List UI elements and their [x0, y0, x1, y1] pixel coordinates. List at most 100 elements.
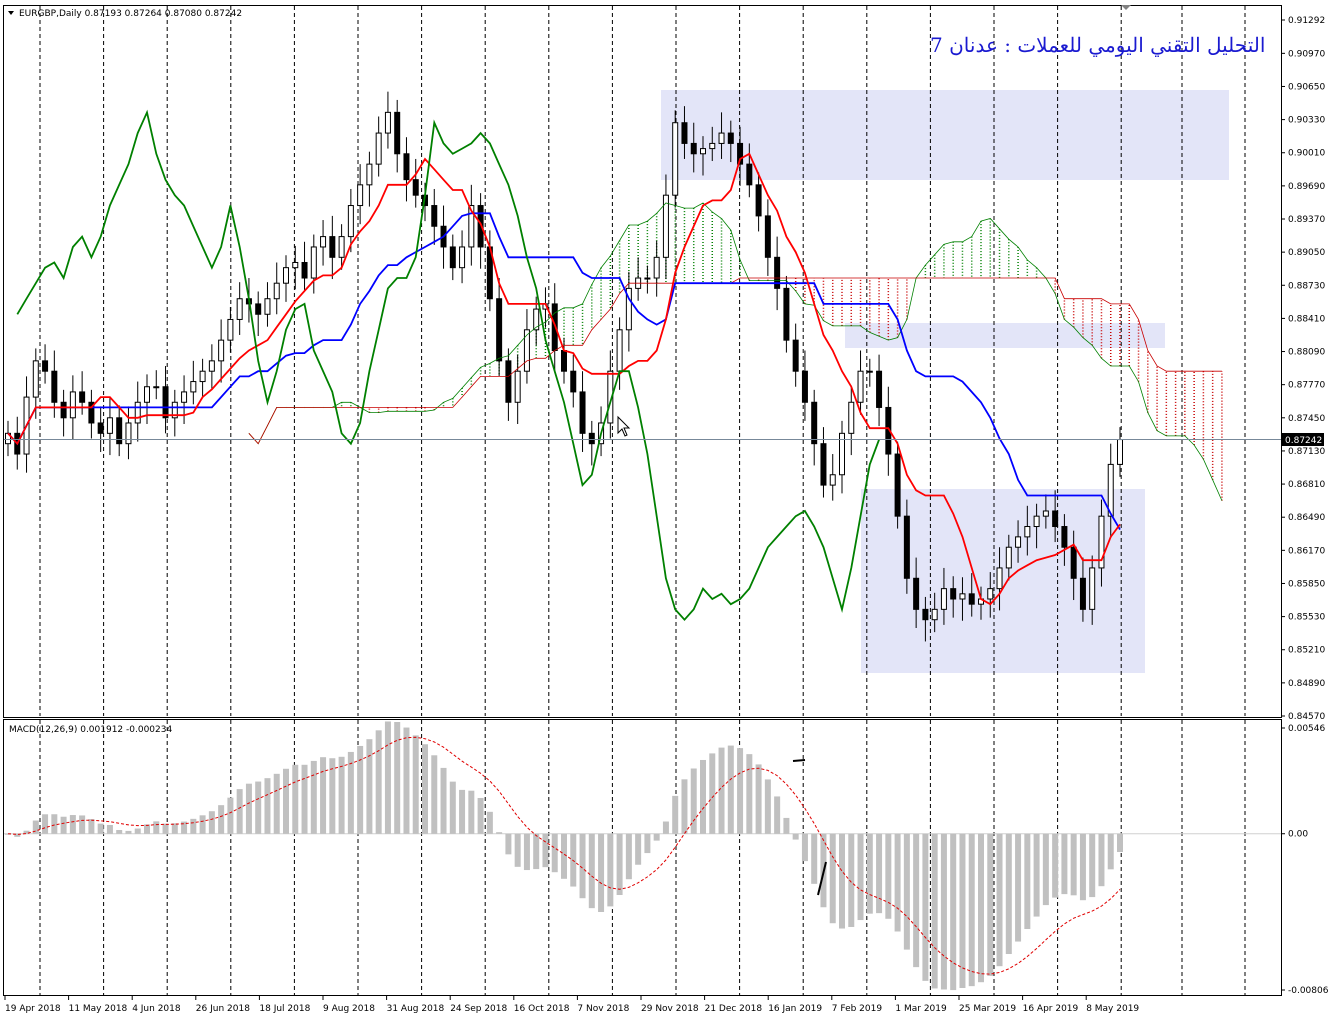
candle-body — [144, 386, 150, 403]
candle-body — [181, 391, 188, 403]
macd-bar — [635, 833, 642, 865]
macd-label: MACD(12,26,9) 0.001912 -0.000234 — [9, 725, 172, 735]
candle-body — [570, 370, 577, 393]
price-tick-label: 0.85210 — [1288, 646, 1325, 656]
candle-body — [338, 236, 345, 258]
time-tick-label: 29 Nov 2018 — [641, 1004, 699, 1014]
candle-body — [811, 401, 818, 445]
candle-body — [227, 318, 234, 341]
price-tick-label: 0.84890 — [1288, 679, 1325, 689]
macd-bar — [273, 773, 280, 834]
macd-bar — [959, 833, 966, 988]
macd-bar — [301, 764, 308, 834]
macd-bar — [533, 833, 540, 870]
candle-body — [857, 370, 864, 403]
macd-bar — [709, 753, 716, 834]
candle-body — [1033, 515, 1040, 528]
candle-body — [588, 432, 595, 445]
candle-body — [431, 205, 438, 227]
macd-bar — [79, 815, 86, 834]
time-tick-label: 18 Jul 2018 — [259, 1004, 310, 1014]
macd-bar — [811, 833, 818, 884]
candle-body — [866, 370, 873, 373]
candle-body — [116, 417, 123, 445]
macd-bar — [366, 739, 373, 834]
candle-body — [737, 142, 744, 165]
macd-bar — [384, 721, 391, 834]
zone-upper[interactable] — [661, 90, 1229, 180]
macd-bar — [329, 758, 336, 834]
price-tick-label: 0.86490 — [1288, 513, 1325, 523]
symbol-info: EURGBP,Daily 0.87193 0.87264 0.87080 0.8… — [19, 9, 242, 19]
macd-bar — [922, 833, 929, 981]
macd-bar — [477, 797, 484, 834]
macd-bar — [69, 815, 76, 834]
candle-body — [681, 122, 688, 144]
macd-bar — [940, 833, 947, 990]
macd-tick-label: 0.00 — [1288, 830, 1308, 840]
macd-bar — [616, 833, 623, 896]
macd-bar — [459, 789, 466, 834]
macd-bar — [236, 789, 243, 834]
candle-body — [894, 453, 901, 517]
macd-bar — [51, 814, 58, 834]
macd-bar — [792, 833, 799, 840]
macd-bar — [1024, 833, 1031, 930]
candle-body — [32, 360, 39, 398]
candle-body — [653, 256, 660, 279]
candle-body — [171, 401, 178, 419]
candle-body — [607, 370, 614, 424]
price-tick-label: 0.89690 — [1288, 182, 1325, 192]
candle-body — [79, 391, 86, 403]
macd-bar — [607, 833, 614, 907]
time-tick-label: 4 Jun 2018 — [132, 1004, 181, 1014]
candle-body — [310, 246, 317, 279]
macd-bar — [653, 833, 660, 841]
candle-body — [700, 148, 706, 155]
price-tick-label: 0.91292 — [1288, 16, 1325, 26]
candle-body — [320, 236, 327, 248]
zone-middle[interactable] — [845, 323, 1165, 348]
candle-body — [1117, 439, 1123, 465]
price-tick-label: 0.87130 — [1288, 447, 1325, 457]
macd-bar — [950, 833, 957, 991]
price-tick-label: 0.84570 — [1288, 712, 1325, 722]
price-tick-label: 0.86810 — [1288, 480, 1325, 490]
candle-body — [931, 608, 938, 621]
candle-body — [69, 391, 76, 419]
candle-body — [764, 215, 771, 258]
candle-body — [357, 184, 364, 207]
macd-bar — [644, 833, 651, 854]
macd-bar — [848, 833, 855, 927]
axes: 0.91292 0.90970 0.90650 0.90330 0.90010 0.896… — [4, 16, 1329, 1014]
macd-bar — [171, 823, 178, 834]
macd-bar — [561, 833, 567, 879]
macd-bar — [857, 833, 864, 921]
candle-body — [190, 381, 197, 393]
price-tick-label: 0.90330 — [1288, 116, 1325, 126]
macd-bar — [1098, 833, 1105, 887]
macd-bar — [1005, 833, 1012, 955]
macd-bar — [283, 768, 289, 834]
price-tick-label: 0.90010 — [1288, 149, 1325, 159]
trendline-diagonal[interactable] — [817, 861, 827, 896]
trendline-short[interactable] — [792, 759, 806, 762]
symbol-dropdown-icon[interactable] — [8, 11, 14, 15]
macd-bar — [134, 828, 141, 834]
candle-body — [792, 339, 799, 372]
macd-bar — [987, 833, 994, 976]
macd-bar — [468, 790, 475, 834]
macd-bar — [162, 823, 169, 834]
candle-body — [968, 593, 975, 605]
time-tick-label: 26 Jun 2018 — [196, 1004, 250, 1014]
macd-bar — [1089, 833, 1096, 898]
time-tick-label: 16 Apr 2019 — [1023, 1004, 1079, 1014]
macd-bar — [320, 757, 327, 834]
candle-body — [412, 179, 419, 196]
macd-bar — [403, 727, 410, 834]
scroll-marker-icon[interactable] — [1121, 5, 1131, 10]
candle-body — [51, 370, 58, 403]
macd-bar — [412, 735, 419, 834]
macd-bar — [5, 833, 11, 835]
